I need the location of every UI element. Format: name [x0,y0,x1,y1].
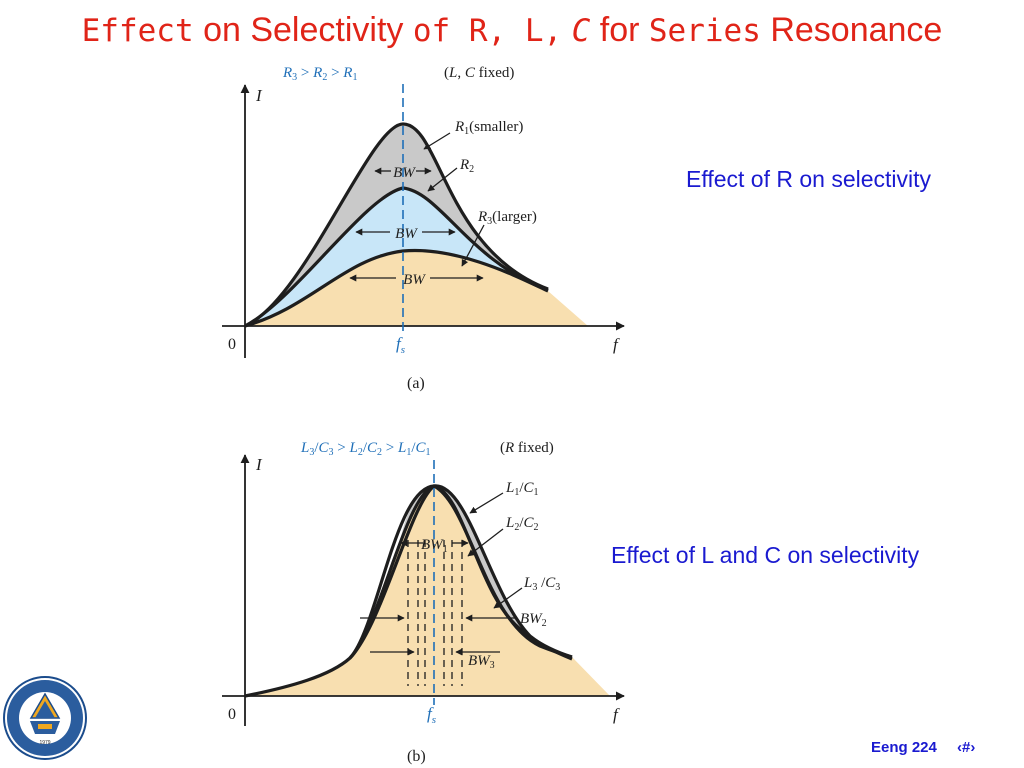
r2-region-fill [245,188,548,326]
a-x-axis-label: f [613,335,620,354]
a-bw3-label: BW [403,272,426,288]
a-r-relation: R3 > R2 > R1 [282,65,357,83]
title-word-series: Series [648,13,761,49]
effect-of-r-label: Effect of R on selectivity [686,166,932,192]
b-lc2-label: L2/C2 [505,515,539,533]
title-word-of-rl: of R, L, [412,13,563,49]
university-logo: 1979 [3,676,87,760]
footer-page-number: ‹#› [957,739,976,756]
b-bw3-label: BW3 [468,653,495,671]
b-y-axis-label: I [255,455,263,474]
b-lc3-label: L3 /C3 [523,575,560,593]
b-lc2-pointer [467,528,504,557]
lc3-curve [348,484,573,660]
b-lc3-pointer [493,587,523,609]
r3-region-fill [245,250,588,326]
a-bw1-label: BW [393,165,416,181]
b-bw1-label: BW1 [421,537,448,555]
logo-year: 1979 [39,740,50,746]
lc3-region-fill [245,486,610,696]
b-fixed-note: (R fixed) [500,440,554,456]
b-lc-relation: L3/C3 > L2/C2 > L1/C1 [300,440,431,458]
a-r1-label: R1(smaller) [454,119,523,137]
b-bw2-label: BW2 [520,611,547,629]
b-x-axis-label: f [613,705,620,724]
b-lc1-pointer [469,492,504,514]
a-bw2-label: BW [395,226,418,242]
lc1-region-fill [434,485,572,659]
footer-course-label: Eeng 224 [871,739,937,756]
a-r2-label: R2 [459,157,474,175]
a-r1-pointer [423,132,451,150]
b-lc1-label: L1/C1 [505,480,539,498]
a-r3-pointer [461,224,485,267]
title-word-c: C [571,13,591,49]
a-origin-label: 0 [228,336,236,353]
title-word-effect: Effect [81,13,194,49]
r1-region-fill [245,124,548,326]
figure-b: L3/C3 > L2/C2 > L1/C1 (R fixed) I f 0 fs… [222,440,625,765]
b-origin-label: 0 [228,706,236,723]
title-word-on-selectivity: on Selectivity [203,11,404,49]
r3-curve [244,248,549,328]
effect-of-lc-label: Effect of L and C on selectivity [611,542,920,568]
a-r2-pointer [427,167,458,192]
a-caption: (a) [407,375,425,392]
a-y-axis-label: I [255,86,263,105]
title-word-for: for [599,11,640,49]
b-caption: (b) [407,748,426,765]
r1-curve [244,122,549,328]
a-fs-label: fs [396,334,405,356]
b-fs-label: fs [427,704,436,726]
figure-a: BW BW BW R3 > R2 > R1 (L, C fixed) I f 0… [222,65,625,392]
a-fixed-note: (L, C fixed) [444,65,514,81]
a-r3-label: R3(larger) [477,209,537,227]
slide-title: Effect on Selectivity of R, L, C for Ser… [0,8,1024,53]
title-word-resonance: Resonance [770,11,943,49]
